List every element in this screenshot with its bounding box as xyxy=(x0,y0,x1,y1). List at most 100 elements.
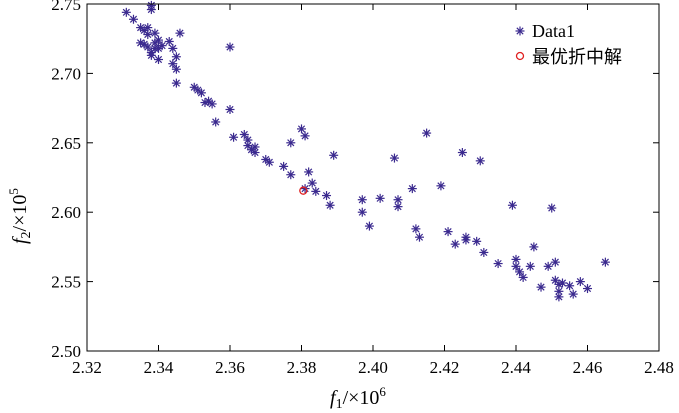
data1-point xyxy=(411,224,421,234)
data1-point xyxy=(154,55,163,65)
x-axis-label: f1/×106 xyxy=(330,384,386,412)
legend: Data1 最优折中解 xyxy=(515,21,622,67)
data1-point xyxy=(146,50,156,60)
x-tick-label: 2.36 xyxy=(215,358,245,377)
data1-point xyxy=(121,7,131,17)
data1-point xyxy=(475,156,485,166)
legend-label-optimal: 最优折中解 xyxy=(532,47,622,67)
legend-marker-data1 xyxy=(515,26,525,36)
data1-point xyxy=(600,257,610,267)
data1-point xyxy=(472,236,482,246)
data1-point xyxy=(164,36,174,46)
data1-point xyxy=(250,148,260,158)
data1-point xyxy=(407,184,417,194)
data1-point xyxy=(307,178,317,188)
x-tick-label: 2.46 xyxy=(573,358,603,377)
data1-point xyxy=(550,257,560,267)
data1-point xyxy=(143,30,153,40)
data1-point xyxy=(515,267,525,277)
data1-point xyxy=(150,43,160,53)
data1-point xyxy=(325,200,335,210)
data1-point xyxy=(168,59,178,69)
y-tick-label: 2.55 xyxy=(51,273,81,292)
data1-point xyxy=(529,242,539,252)
y-tick-labels: 2.50 2.55 2.60 2.65 2.70 2.75 xyxy=(51,0,81,361)
x-tick-label: 2.34 xyxy=(144,358,174,377)
y-tick-label: 2.75 xyxy=(51,0,81,14)
data1-point xyxy=(565,281,575,291)
data1-point xyxy=(322,191,332,201)
data1-point xyxy=(150,28,160,38)
data1-point xyxy=(168,43,178,53)
data1-point xyxy=(239,129,249,139)
data1-point xyxy=(457,148,467,158)
data1-point xyxy=(375,193,385,203)
x-tick-label: 2.44 xyxy=(501,358,531,377)
data1-point xyxy=(422,128,432,138)
data1-point xyxy=(211,117,221,127)
data1-point xyxy=(297,124,306,134)
data1-point xyxy=(311,186,321,196)
data1-point xyxy=(171,64,181,74)
data1-point xyxy=(196,88,206,98)
data1-point xyxy=(300,184,310,194)
data1-point xyxy=(543,261,553,271)
data1-point xyxy=(389,153,399,163)
data1-point xyxy=(286,138,296,148)
data1-point xyxy=(225,104,235,114)
y-tick-label: 2.50 xyxy=(51,342,81,361)
x-tick-labels: 2.32 2.34 2.36 2.38 2.40 2.42 2.44 2.46 2.48 xyxy=(72,358,674,377)
x-tick-label: 2.32 xyxy=(72,358,102,377)
data1-point xyxy=(171,78,181,88)
data1-point xyxy=(518,272,528,282)
x-tick-label: 2.40 xyxy=(358,358,388,377)
data1-point xyxy=(461,232,471,242)
data1-point xyxy=(279,161,289,171)
legend-asterisk xyxy=(515,26,525,36)
data1-point xyxy=(225,42,235,52)
data1-point xyxy=(443,227,453,237)
data1-point xyxy=(507,200,517,210)
data1-point xyxy=(568,289,578,299)
data1-point xyxy=(493,259,503,269)
data1-point xyxy=(286,170,296,180)
y-axis-label: f2/×105 xyxy=(6,188,34,244)
data1-point xyxy=(329,150,339,160)
data1-point xyxy=(207,99,217,109)
y-tick-label: 2.60 xyxy=(51,203,81,222)
data1-point xyxy=(175,28,185,38)
data1-point xyxy=(436,181,446,191)
data1-point xyxy=(479,247,489,257)
x-tick-label: 2.42 xyxy=(430,358,460,377)
data1-point xyxy=(511,261,521,271)
y-tick-label: 2.65 xyxy=(51,134,81,153)
data1-point xyxy=(357,195,367,205)
data1-point xyxy=(128,14,138,24)
data1-point xyxy=(229,132,239,142)
data1-point xyxy=(554,292,564,302)
data1-point xyxy=(146,0,156,10)
y-tick-label: 2.70 xyxy=(51,64,81,83)
x-tick-label: 2.48 xyxy=(644,358,674,377)
data1-point xyxy=(583,284,592,294)
data1-point xyxy=(525,261,535,271)
data1-point xyxy=(139,39,149,49)
data-points xyxy=(121,0,610,302)
optimal-point xyxy=(299,186,308,195)
data1-point xyxy=(557,278,567,288)
x-tick-label: 2.38 xyxy=(287,358,317,377)
data1-point xyxy=(157,41,167,51)
data1-point xyxy=(300,131,310,141)
data1-point xyxy=(536,282,546,292)
data1-point xyxy=(304,167,314,177)
data1-point xyxy=(154,35,163,45)
plot-frame xyxy=(86,3,660,352)
data1-point xyxy=(364,221,374,231)
data1-point xyxy=(393,202,403,212)
data1-point xyxy=(357,207,367,217)
data1-point xyxy=(264,157,274,167)
legend-label-data1: Data1 xyxy=(532,21,575,41)
legend-marker-optimal xyxy=(515,51,525,61)
data1-point xyxy=(547,203,557,213)
